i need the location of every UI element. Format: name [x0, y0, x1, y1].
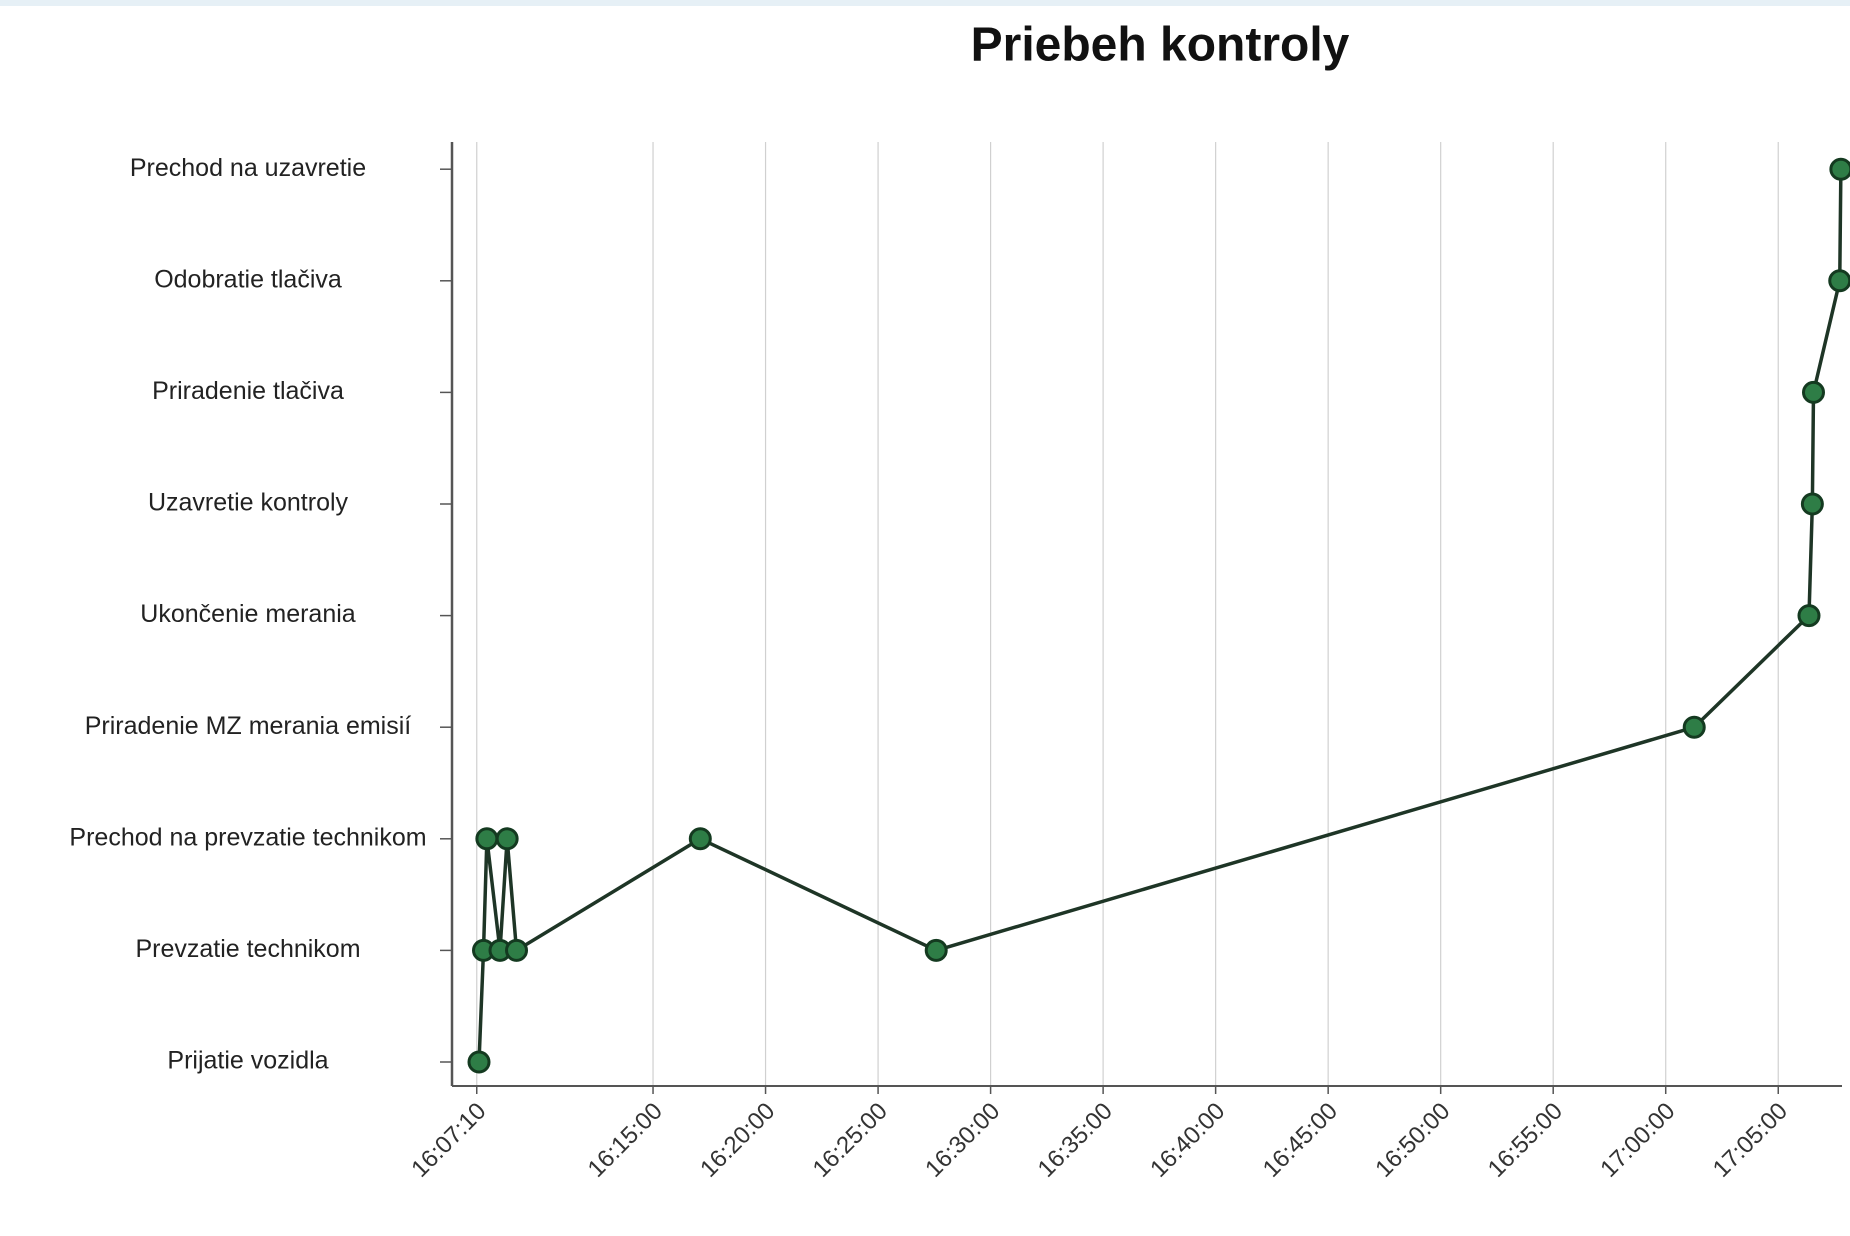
point [1801, 380, 1825, 404]
point [688, 827, 712, 851]
y-tick-label: Priradenie MZ merania emisií [85, 712, 412, 740]
point [1682, 715, 1706, 739]
point [475, 827, 499, 851]
y-tick-label: Uzavretie kontroly [148, 489, 349, 517]
point [924, 938, 948, 962]
point [1829, 157, 1850, 181]
chart-title: Priebeh kontroly [971, 19, 1350, 72]
point [505, 938, 529, 962]
point [1828, 269, 1850, 293]
y-tick-label: Odobratie tlačiva [154, 265, 342, 293]
x-tick-label: 16:25:00 [808, 1098, 893, 1183]
y-tick-label: Prevzatie technikom [135, 935, 360, 963]
x-tick-label: 17:00:00 [1595, 1098, 1680, 1183]
line [477, 169, 1843, 1063]
x-tick-label: 16:07:10 [406, 1098, 491, 1183]
top-strip [0, 0, 1850, 6]
y-tick-label: Ukončenie merania [140, 600, 355, 628]
x-tick-label: 16:15:00 [583, 1098, 668, 1183]
x-tick-label: 16:50:00 [1370, 1098, 1455, 1183]
x-tick-label: 17:05:00 [1708, 1098, 1793, 1183]
x-tick-label: 16:40:00 [1145, 1098, 1230, 1183]
x-tick-label: 16:35:00 [1033, 1098, 1118, 1183]
y-tick-label: Prechod na uzavretie [130, 154, 366, 182]
y-tick-label: Prijatie vozidla [167, 1047, 328, 1075]
x-tick-label: 16:20:00 [695, 1098, 780, 1183]
y-tick-label: Prechod na prevzatie technikom [69, 823, 426, 851]
x-tick-label: 16:30:00 [920, 1098, 1005, 1183]
point [1800, 492, 1824, 516]
point [1797, 604, 1821, 628]
y-tick-label: Priradenie tlačiva [152, 377, 344, 405]
point [467, 1050, 491, 1074]
point [495, 827, 519, 851]
x-tick-label: 16:45:00 [1258, 1098, 1343, 1183]
x-tick-label: 16:55:00 [1483, 1098, 1568, 1183]
